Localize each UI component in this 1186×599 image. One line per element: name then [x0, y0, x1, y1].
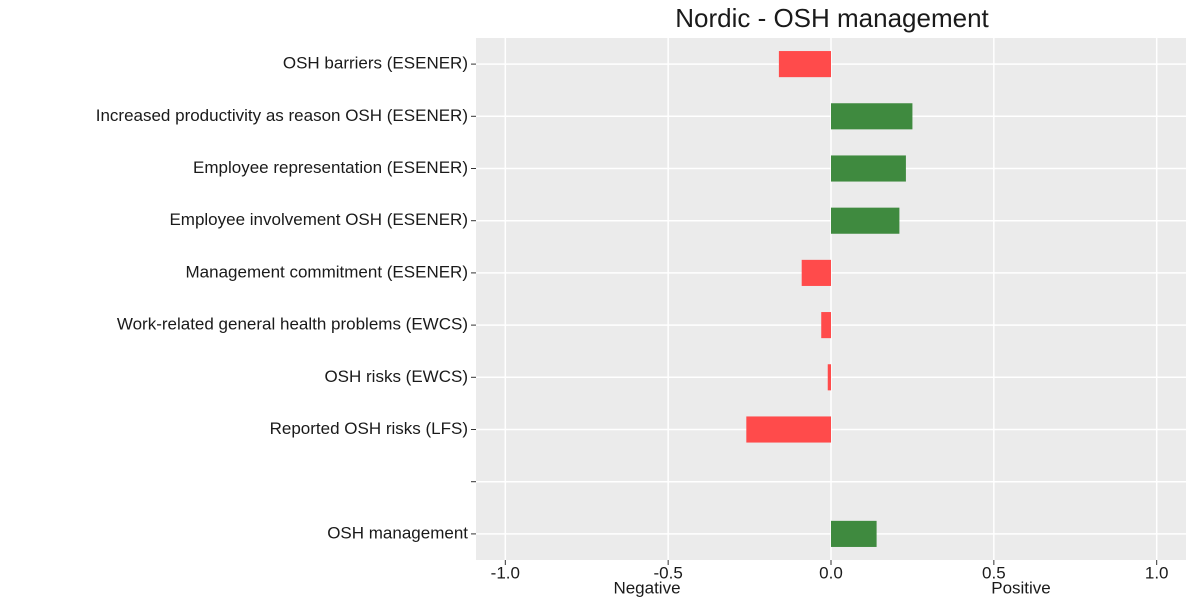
y-tick-label: OSH barriers (ESENER) [283, 54, 468, 73]
y-tick-label: Reported OSH risks (LFS) [270, 419, 468, 438]
bar [821, 312, 831, 339]
x-tick-label: 0.5 [982, 563, 1006, 582]
bar [778, 51, 831, 78]
y-tick-label: OSH management [327, 523, 468, 542]
y-tick-label: Employee involvement OSH (ESENER) [169, 210, 468, 229]
bar [831, 207, 900, 234]
x-annotation: Negative [613, 578, 680, 597]
bar [746, 416, 831, 443]
chart-title: Nordic - OSH management [675, 3, 989, 33]
bar [831, 103, 913, 130]
y-tick-label: Management commitment (ESENER) [186, 262, 468, 281]
bar [831, 155, 906, 182]
x-tick-label: 0.0 [819, 563, 843, 582]
bar [801, 259, 831, 286]
y-tick-label: Increased productivity as reason OSH (ES… [96, 106, 468, 125]
x-tick-label: 1.0 [1145, 563, 1169, 582]
x-tick-label: -1.0 [491, 563, 520, 582]
bar [827, 364, 831, 391]
x-annotation: Positive [991, 578, 1051, 597]
y-tick-label: OSH risks (EWCS) [324, 367, 468, 386]
bar [831, 520, 877, 547]
x-tick-label: -0.5 [654, 563, 683, 582]
y-tick-label: Work-related general health problems (EW… [117, 315, 468, 334]
y-tick-label: Employee representation (ESENER) [193, 158, 468, 177]
